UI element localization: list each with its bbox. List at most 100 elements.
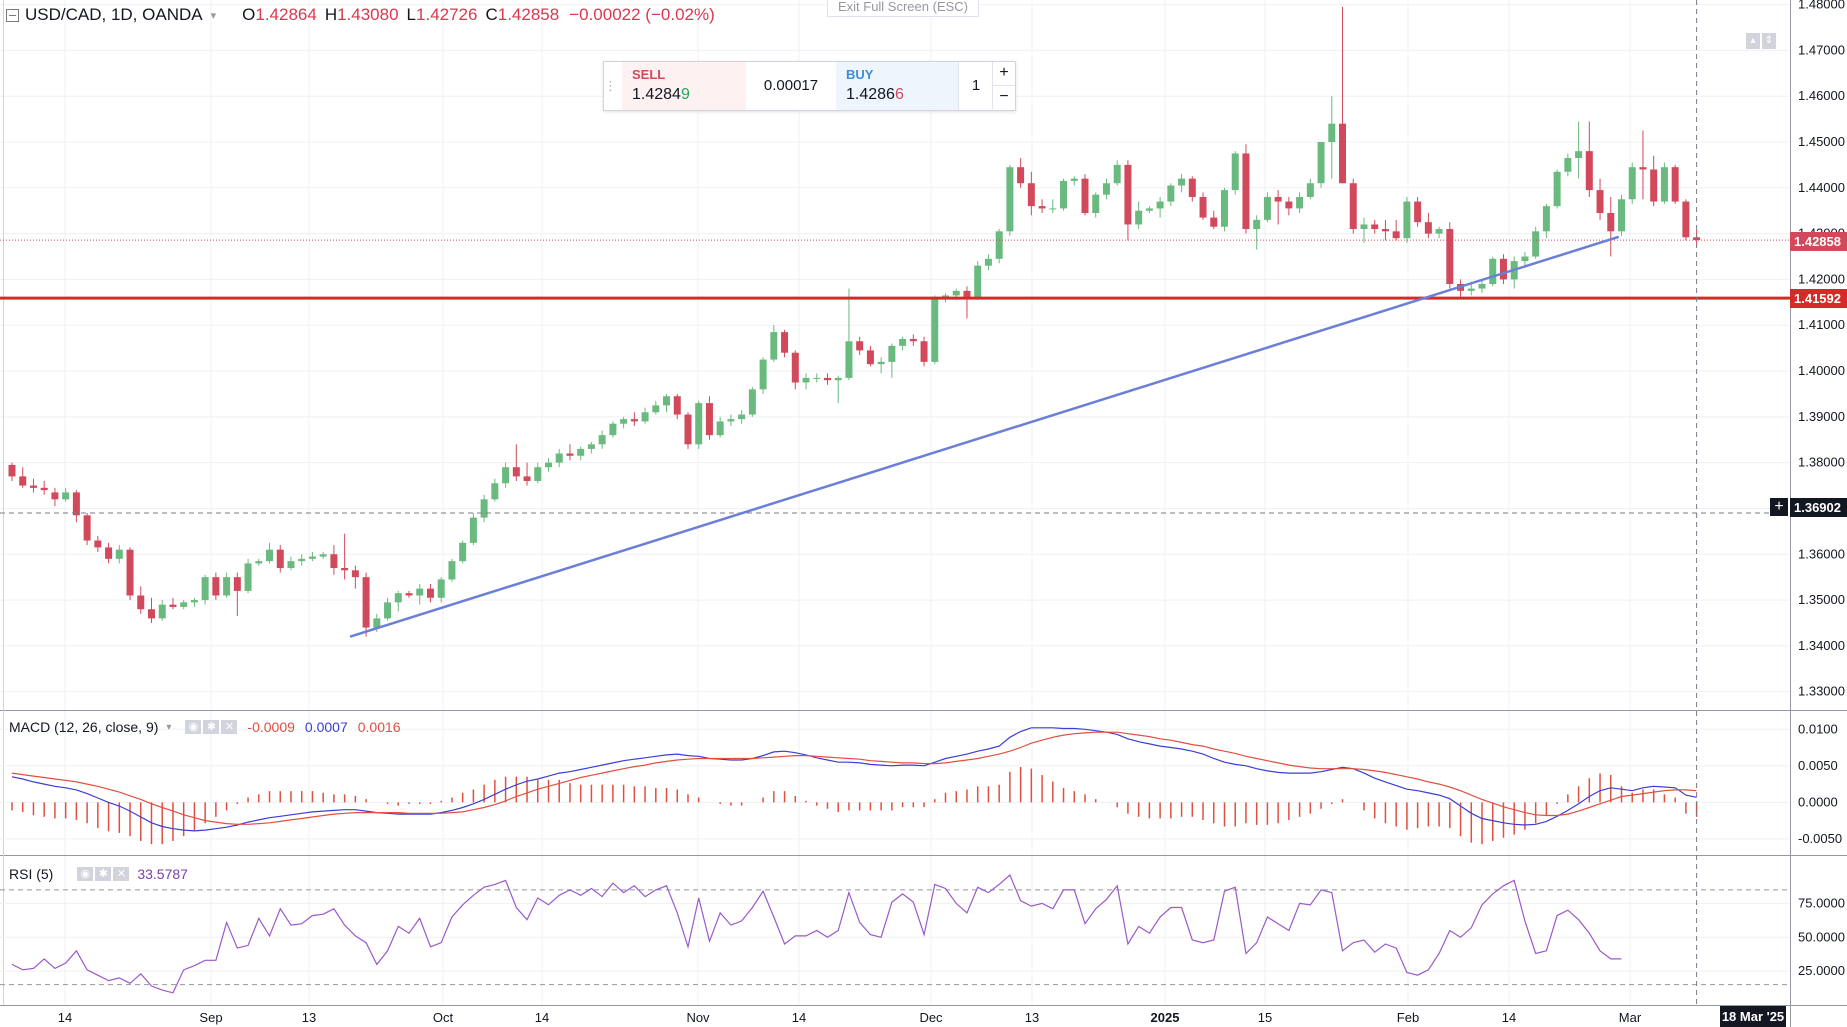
- decrement-button[interactable]: −: [992, 86, 1015, 109]
- chevron-down-icon[interactable]: ▾: [166, 721, 172, 733]
- close-icon[interactable]: ✕: [221, 720, 238, 734]
- candle-body: [1532, 231, 1540, 257]
- rsi-pane: [0, 873, 1790, 994]
- candle-body: [384, 602, 392, 619]
- candlestick-series: [8, 6, 1701, 637]
- collapse-icon[interactable]: [6, 8, 19, 22]
- candle-body: [534, 467, 542, 481]
- candle-body: [1607, 213, 1615, 232]
- candle-body: [51, 492, 59, 500]
- x-tick-label: 14: [58, 1010, 72, 1025]
- candle-body: [1070, 178, 1078, 181]
- candle-body: [480, 499, 488, 518]
- candle-body: [1124, 164, 1132, 225]
- x-tick-label: Nov: [686, 1010, 710, 1025]
- candle-body: [373, 618, 381, 628]
- candle-body: [1199, 196, 1207, 218]
- price-tick-label: 1.46000: [1798, 88, 1845, 103]
- candle-body: [705, 403, 713, 436]
- price-tick-label: 1.34000: [1798, 638, 1845, 653]
- candle-body: [587, 444, 595, 449]
- candle-body: [1371, 224, 1379, 230]
- gear-icon[interactable]: ✱: [95, 867, 112, 881]
- close-icon[interactable]: ✕: [113, 867, 130, 881]
- price-tick-label: 1.42000: [1798, 271, 1845, 286]
- candle-body: [877, 361, 885, 365]
- increment-button[interactable]: +: [992, 62, 1015, 86]
- candle-body: [1489, 258, 1497, 284]
- candle-body: [920, 341, 928, 362]
- low-value: 1.42726: [416, 5, 478, 24]
- candle-body: [1435, 229, 1443, 234]
- candle-body: [1467, 288, 1475, 291]
- candle-body: [459, 542, 467, 562]
- candle-body: [1092, 194, 1100, 213]
- drag-handle-icon[interactable]: ⋮⋮: [604, 78, 630, 93]
- price-tick-label: 1.47000: [1798, 42, 1845, 57]
- low-label: L: [406, 5, 417, 24]
- candle-body: [115, 549, 123, 559]
- candle-body: [426, 588, 434, 598]
- price-tick-label: 1.48000: [1798, 0, 1845, 12]
- buy-button[interactable]: BUY 1.42866: [836, 62, 958, 110]
- price-tick-label: 1.35000: [1798, 592, 1845, 607]
- candle-body: [931, 297, 939, 362]
- spread-value: 0.00017: [763, 77, 819, 94]
- candle-body: [1575, 151, 1583, 159]
- gear-icon[interactable]: ✱: [203, 720, 220, 734]
- macd-value-1: -0.0009: [247, 719, 295, 735]
- quantity-field[interactable]: 1: [958, 62, 993, 110]
- macd-title[interactable]: MACD (12, 26, close, 9): [9, 719, 159, 735]
- add-crosshair-icon[interactable]: +: [1770, 498, 1788, 516]
- price-tick-label: 1.36000: [1798, 546, 1845, 561]
- sell-button[interactable]: SELL 1.42849: [622, 62, 746, 110]
- candle-body: [630, 419, 638, 422]
- x-tick-label: 13: [302, 1010, 316, 1025]
- candle-body: [1156, 201, 1164, 209]
- candle-body: [1564, 158, 1572, 172]
- candle-body: [83, 515, 91, 541]
- trend-line: [349, 235, 1620, 638]
- candle-body: [684, 414, 692, 445]
- candle-body: [899, 338, 907, 346]
- candle-body: [802, 377, 810, 383]
- rsi-line: [11, 873, 1622, 994]
- candle-body: [695, 403, 703, 445]
- symbol-header: USD/CAD, 1D, OANDA ▾ O 1.42864 H 1.43080 L…: [6, 4, 715, 26]
- overlay-lines: [0, 0, 1790, 1005]
- candle-body: [62, 492, 70, 500]
- eye-icon[interactable]: ◉: [77, 867, 94, 881]
- candle-body: [190, 600, 198, 603]
- symbol-title[interactable]: USD/CAD, 1D, OANDA: [25, 5, 203, 24]
- candle-body: [716, 421, 724, 436]
- price-tick-label: 1.44000: [1798, 180, 1845, 195]
- candle-body: [1585, 151, 1593, 191]
- price-tick-label: 1.39000: [1798, 409, 1845, 424]
- buy-price: 1.42866: [846, 86, 904, 104]
- rsi-title[interactable]: RSI (5): [9, 866, 54, 882]
- candle-body: [1628, 167, 1636, 200]
- candle-body: [963, 290, 971, 298]
- x-tick-label: 15: [1258, 1010, 1272, 1025]
- x-tick-label: Dec: [919, 1010, 943, 1025]
- candle-body: [866, 350, 874, 365]
- candle-body: [223, 577, 231, 596]
- scale-settings-icon[interactable]: ⇕: [1762, 33, 1776, 49]
- candle-body: [1682, 201, 1690, 238]
- x-tick-label: Mar: [1619, 1010, 1642, 1025]
- exit-fullscreen-button[interactable]: Exit Full Screen (ESC): [827, 0, 979, 17]
- candle-body: [29, 485, 37, 488]
- macd-pane: [11, 727, 1698, 845]
- candle-body: [448, 561, 456, 580]
- candle-body: [738, 414, 746, 420]
- chevron-down-icon[interactable]: ▾: [210, 9, 217, 22]
- crosshair-price-tag: 1.36902: [1790, 498, 1847, 517]
- candle-body: [1017, 167, 1025, 184]
- candle-body: [909, 338, 917, 342]
- sell-label: SELL: [632, 67, 666, 82]
- scale-lock-icon[interactable]: ▴: [1746, 33, 1760, 49]
- eye-icon[interactable]: ◉: [185, 720, 202, 734]
- candle-body: [1178, 178, 1186, 186]
- candle-body: [287, 561, 295, 568]
